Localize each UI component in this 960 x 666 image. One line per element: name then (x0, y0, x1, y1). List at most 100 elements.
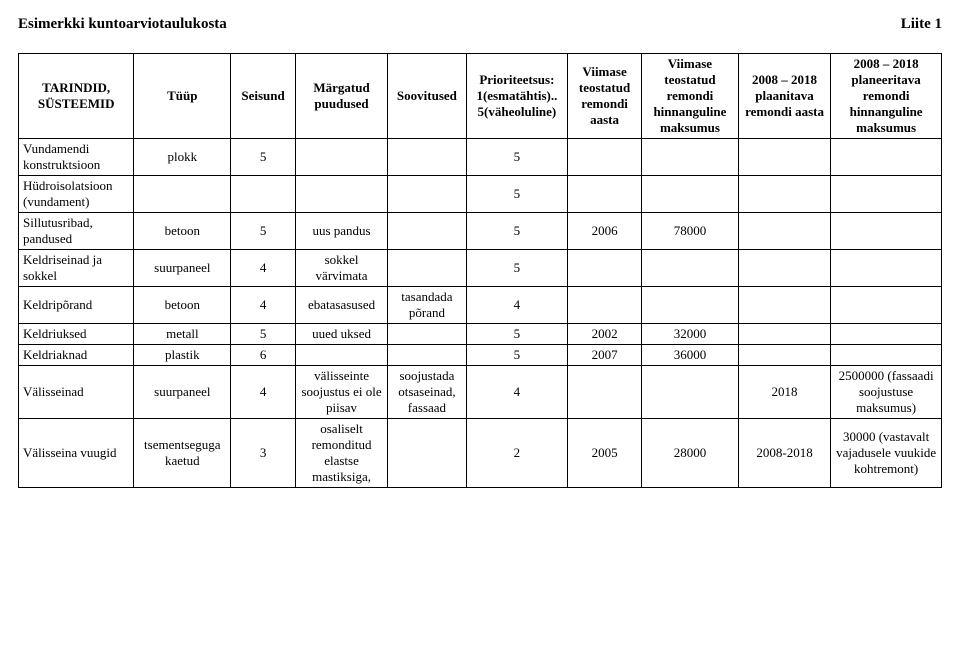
table-cell: osaliselt remonditud elastse mastiksiga, (295, 419, 387, 488)
table-cell: Välisseina vuugid (19, 419, 134, 488)
table-cell: 4 (466, 366, 568, 419)
table-cell: uus pandus (295, 213, 387, 250)
table-cell: 4 (466, 287, 568, 324)
table-cell: suurpaneel (134, 250, 231, 287)
table-cell (568, 139, 642, 176)
table-row: Hüdroisolatsioon (vundament) 5 (19, 176, 942, 213)
assessment-table: TARINDID, SÜSTEEMID Tüüp Seisund Märgatu… (18, 53, 942, 488)
table-cell (641, 250, 738, 287)
table-cell (641, 287, 738, 324)
table-cell: 4 (231, 287, 296, 324)
table-cell: Keldriaknad (19, 345, 134, 366)
table-cell: 30000 (vastavalt vajadusele vuukide koht… (831, 419, 942, 488)
table-cell (738, 250, 830, 287)
table-cell (738, 213, 830, 250)
table-cell: 5 (466, 213, 568, 250)
table-cell: 2018 (738, 366, 830, 419)
table-cell (831, 345, 942, 366)
table-cell: 5 (231, 324, 296, 345)
col-header: Viimase teostatud remondi aasta (568, 54, 642, 139)
table-cell: 2007 (568, 345, 642, 366)
table-row: Välisseina vuugidtsementseguga kaetud3os… (19, 419, 942, 488)
table-cell (831, 139, 942, 176)
table-cell: Keldriseinad ja sokkel (19, 250, 134, 287)
table-cell: 4 (231, 250, 296, 287)
table-cell: sokkel värvimata (295, 250, 387, 287)
table-cell: Keldripõrand (19, 287, 134, 324)
table-cell (738, 345, 830, 366)
table-cell (134, 176, 231, 213)
table-cell (738, 324, 830, 345)
table-cell: 4 (231, 366, 296, 419)
col-header: Tüüp (134, 54, 231, 139)
col-header: Soovitused (388, 54, 466, 139)
table-cell: 2002 (568, 324, 642, 345)
table-cell: 5 (466, 345, 568, 366)
table-cell (831, 176, 942, 213)
table-cell: plastik (134, 345, 231, 366)
table-cell: 2005 (568, 419, 642, 488)
table-cell (388, 419, 466, 488)
col-header: 2008 – 2018 plaanitava remondi aasta (738, 54, 830, 139)
table-row: Keldriaknadplastik65200736000 (19, 345, 942, 366)
table-cell (831, 287, 942, 324)
col-header: 2008 – 2018 planeeritava remondi hinnang… (831, 54, 942, 139)
table-cell (388, 324, 466, 345)
table-cell: ebatasasused (295, 287, 387, 324)
table-cell (738, 287, 830, 324)
table-cell: Sillutusribad, pandused (19, 213, 134, 250)
table-cell (388, 176, 466, 213)
table-cell: 5 (466, 324, 568, 345)
table-cell: 78000 (641, 213, 738, 250)
table-cell: 2 (466, 419, 568, 488)
table-cell (831, 213, 942, 250)
table-cell: uued uksed (295, 324, 387, 345)
table-cell (295, 176, 387, 213)
table-cell (388, 213, 466, 250)
page-header: Esimerkki kuntoarviotaulukosta Liite 1 (18, 16, 942, 33)
table-cell: 2500000 (fassaadi soojustuse maksumus) (831, 366, 942, 419)
table-cell: tsementseguga kaetud (134, 419, 231, 488)
table-cell: tasandada põrand (388, 287, 466, 324)
col-header: Seisund (231, 54, 296, 139)
table-cell: Välisseinad (19, 366, 134, 419)
table-cell: 2008-2018 (738, 419, 830, 488)
table-cell (641, 139, 738, 176)
table-cell (568, 250, 642, 287)
table-cell: soojustada otsaseinad, fassaad (388, 366, 466, 419)
table-cell: 5 (466, 176, 568, 213)
table-cell: 6 (231, 345, 296, 366)
page-appendix: Liite 1 (901, 16, 942, 33)
table-cell: 5 (466, 139, 568, 176)
table-row: Keldriuksedmetall5uued uksed5200232000 (19, 324, 942, 345)
table-cell (568, 366, 642, 419)
table-cell: betoon (134, 287, 231, 324)
table-cell (738, 139, 830, 176)
table-cell (568, 287, 642, 324)
table-cell (641, 176, 738, 213)
table-cell: 32000 (641, 324, 738, 345)
table-row: Keldripõrandbetoon4ebatasasusedtasandada… (19, 287, 942, 324)
table-cell: 5 (466, 250, 568, 287)
table-cell: Hüdroisolatsioon (vundament) (19, 176, 134, 213)
table-cell (568, 176, 642, 213)
table-cell: 3 (231, 419, 296, 488)
table-cell (388, 250, 466, 287)
table-cell (388, 139, 466, 176)
table-cell: Vundamendi konstruktsioon (19, 139, 134, 176)
table-cell: 28000 (641, 419, 738, 488)
table-cell (831, 324, 942, 345)
table-cell: betoon (134, 213, 231, 250)
table-cell: plokk (134, 139, 231, 176)
table-cell: metall (134, 324, 231, 345)
table-cell: 2006 (568, 213, 642, 250)
table-cell (641, 366, 738, 419)
table-row: Välisseinadsuurpaneel4välisseinte soojus… (19, 366, 942, 419)
table-cell (295, 345, 387, 366)
col-header: Viimase teostatud remondi hinnanguline m… (641, 54, 738, 139)
col-header: Prioriteetsus: 1(esmatähtis).. 5(väheolu… (466, 54, 568, 139)
table-row: Keldriseinad ja sokkelsuurpaneel4sokkel … (19, 250, 942, 287)
col-header: Märgatud puudused (295, 54, 387, 139)
col-header: TARINDID, SÜSTEEMID (19, 54, 134, 139)
table-cell: välisseinte soojustus ei ole piisav (295, 366, 387, 419)
